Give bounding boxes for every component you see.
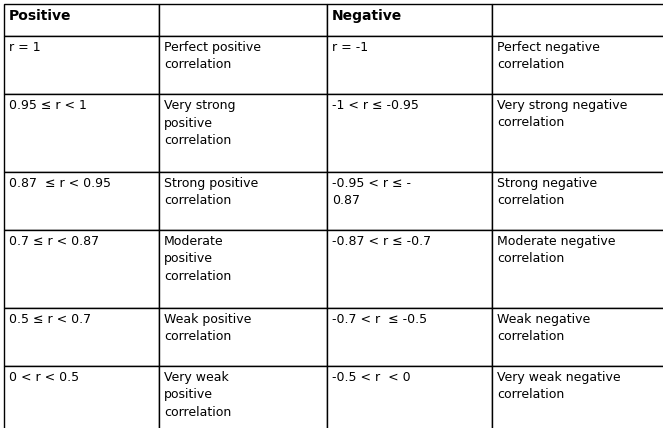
Text: Strong positive
correlation: Strong positive correlation [164, 177, 259, 208]
Bar [327, 94, 492, 172]
Bar [4, 308, 159, 366]
Bar [492, 36, 663, 94]
Text: Weak negative
correlation: Weak negative correlation [497, 313, 590, 344]
Bar [159, 366, 327, 428]
Text: Moderate negative
correlation: Moderate negative correlation [497, 235, 615, 265]
Text: Weak positive
correlation: Weak positive correlation [164, 313, 251, 344]
Bar [4, 172, 159, 230]
Bar [492, 4, 663, 36]
Text: 0.95 ≤ r < 1: 0.95 ≤ r < 1 [9, 99, 87, 112]
Text: -0.95 < r ≤ -
0.87: -0.95 < r ≤ - 0.87 [332, 177, 411, 208]
Bar [492, 172, 663, 230]
Text: Very weak negative
correlation: Very weak negative correlation [497, 371, 621, 401]
Bar [159, 172, 327, 230]
Bar [327, 4, 492, 36]
Bar [4, 230, 159, 308]
Text: Very strong negative
correlation: Very strong negative correlation [497, 99, 627, 130]
Bar [159, 36, 327, 94]
Bar [159, 308, 327, 366]
Bar [492, 366, 663, 428]
Bar [492, 308, 663, 366]
Text: Moderate
positive
correlation: Moderate positive correlation [164, 235, 231, 283]
Text: Perfect positive
correlation: Perfect positive correlation [164, 41, 261, 71]
Text: -0.5 < r  < 0: -0.5 < r < 0 [332, 371, 410, 384]
Bar [327, 366, 492, 428]
Text: 0 < r < 0.5: 0 < r < 0.5 [9, 371, 79, 384]
Text: Negative: Negative [332, 9, 402, 23]
Bar [327, 36, 492, 94]
Bar [327, 172, 492, 230]
Bar [159, 230, 327, 308]
Text: 0.7 ≤ r < 0.87: 0.7 ≤ r < 0.87 [9, 235, 99, 248]
Bar [492, 94, 663, 172]
Bar [327, 230, 492, 308]
Bar [159, 94, 327, 172]
Text: Strong negative
correlation: Strong negative correlation [497, 177, 597, 208]
Text: Very strong
positive
correlation: Very strong positive correlation [164, 99, 235, 147]
Text: -0.87 < r ≤ -0.7: -0.87 < r ≤ -0.7 [332, 235, 431, 248]
Text: 0.5 ≤ r < 0.7: 0.5 ≤ r < 0.7 [9, 313, 91, 326]
Text: -0.7 < r  ≤ -0.5: -0.7 < r ≤ -0.5 [332, 313, 427, 326]
Bar [4, 366, 159, 428]
Text: r = -1: r = -1 [332, 41, 368, 54]
Text: 0.87  ≤ r < 0.95: 0.87 ≤ r < 0.95 [9, 177, 111, 190]
Bar [4, 4, 159, 36]
Bar [159, 4, 327, 36]
Text: Positive: Positive [9, 9, 72, 23]
Text: r = 1: r = 1 [9, 41, 40, 54]
Bar [327, 308, 492, 366]
Bar [4, 94, 159, 172]
Text: Perfect negative
correlation: Perfect negative correlation [497, 41, 600, 71]
Text: -1 < r ≤ -0.95: -1 < r ≤ -0.95 [332, 99, 419, 112]
Bar [4, 36, 159, 94]
Bar [492, 230, 663, 308]
Text: Very weak
positive
correlation: Very weak positive correlation [164, 371, 231, 419]
